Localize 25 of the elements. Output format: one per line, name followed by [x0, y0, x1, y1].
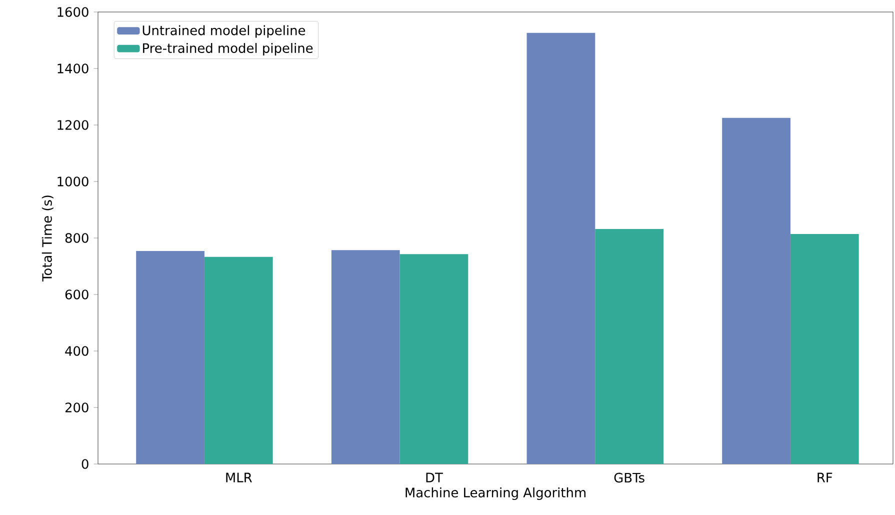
y-tick-label: 200 [65, 402, 88, 412]
bar [400, 254, 468, 464]
x-axis-title: Machine Learning Algorithm [406, 487, 586, 500]
bar [204, 256, 273, 464]
y-tick-label: 800 [65, 233, 88, 243]
x-tick-label: RF [818, 472, 832, 482]
y-tick-label: 600 [65, 290, 88, 300]
y-tick-label: 1600 [58, 7, 88, 17]
y-tick-label: 1000 [58, 176, 88, 186]
y-tick-label: 0 [82, 459, 88, 469]
bar [595, 228, 664, 464]
bar [526, 32, 596, 464]
bar [331, 250, 400, 464]
y-axis-title: Total Time (s) [42, 196, 54, 282]
bar [136, 250, 204, 464]
y-tick-label: 1200 [58, 120, 88, 130]
bar [722, 118, 790, 464]
bar [790, 234, 859, 464]
legend-label: Pre-trained model pipeline [143, 42, 313, 56]
legend-label: Untrained model pipeline [142, 25, 306, 38]
x-tick-label: GBTs [614, 472, 644, 483]
x-tick-label: DT [426, 472, 443, 482]
x-tick-label: MLR [226, 472, 252, 482]
y-tick-label: 400 [65, 346, 88, 356]
y-tick-label: 1400 [58, 64, 88, 74]
